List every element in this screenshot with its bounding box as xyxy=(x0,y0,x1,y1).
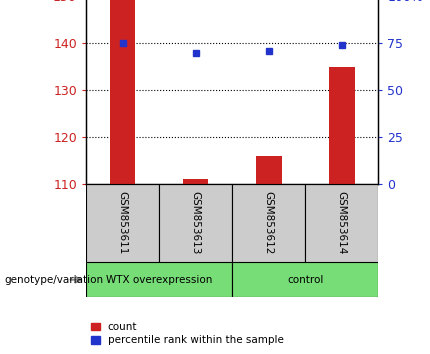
Text: WTX overexpression: WTX overexpression xyxy=(106,275,212,285)
Text: control: control xyxy=(287,275,323,285)
Bar xyxy=(183,179,209,184)
Bar xyxy=(329,67,355,184)
Text: GSM853614: GSM853614 xyxy=(337,191,347,255)
Text: GSM853612: GSM853612 xyxy=(264,191,274,255)
Bar xyxy=(232,184,305,262)
Text: GSM853613: GSM853613 xyxy=(190,191,201,255)
Bar xyxy=(86,262,232,297)
Bar xyxy=(232,262,378,297)
Text: GSM853611: GSM853611 xyxy=(117,191,128,255)
Bar xyxy=(159,184,232,262)
Bar xyxy=(86,184,159,262)
Text: genotype/variation: genotype/variation xyxy=(4,275,104,285)
Bar xyxy=(110,0,135,184)
Bar xyxy=(256,156,282,184)
Bar xyxy=(305,184,378,262)
Legend: count, percentile rank within the sample: count, percentile rank within the sample xyxy=(91,322,284,345)
